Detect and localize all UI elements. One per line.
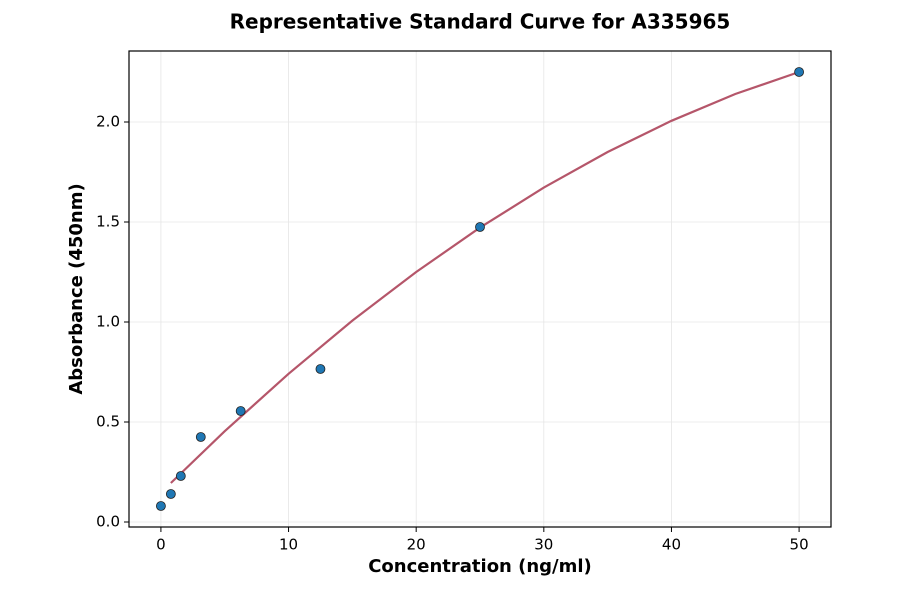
fit-curve	[170, 70, 800, 484]
y-tick-label: 1.0	[96, 313, 120, 331]
data-point	[794, 67, 804, 77]
data-point	[165, 489, 176, 499]
x-axis-label: Concentration (ng/ml)	[368, 556, 592, 577]
data-point	[315, 364, 326, 374]
y-tick-label: 0.5	[96, 413, 120, 431]
x-tick-label: 30	[534, 536, 553, 554]
x-tick-label: 10	[279, 536, 298, 554]
data-point	[156, 501, 166, 511]
chart-title: Representative Standard Curve for A33596…	[230, 10, 731, 34]
y-tick-label: 1.5	[96, 213, 120, 231]
plot-frame	[128, 50, 832, 528]
data-point	[195, 432, 206, 442]
x-tick-label: 0	[156, 536, 166, 554]
x-tick-label: 40	[662, 536, 681, 554]
data-point	[235, 406, 246, 416]
y-tick-label: 0.0	[96, 513, 120, 531]
data-point	[175, 471, 186, 481]
x-tick-label: 20	[407, 536, 426, 554]
data-point	[475, 222, 485, 232]
y-axis-label: Absorbance (450nm)	[66, 183, 87, 394]
y-tick-label: 2.0	[96, 113, 120, 131]
x-tick-label: 50	[790, 536, 809, 554]
